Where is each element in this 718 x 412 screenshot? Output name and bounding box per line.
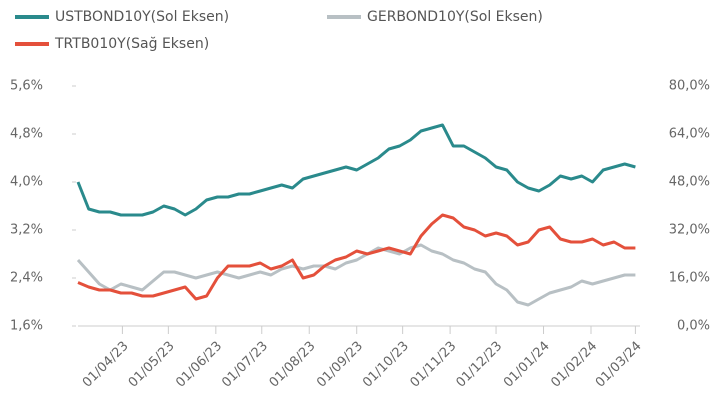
- x-tick-label: 01/08/23: [267, 339, 319, 391]
- legend-label: USTBOND10Y(Sol Eksen): [55, 9, 229, 25]
- legend-label: GERBOND10Y(Sol Eksen): [367, 9, 543, 25]
- x-tick-label: 01/05/23: [126, 339, 178, 391]
- y2-tick-label: 48,0%: [669, 175, 710, 190]
- x-tick-label: 01/07/23: [219, 339, 271, 391]
- legend-label: TRTB010Y(Sağ Eksen): [54, 36, 209, 52]
- y-tick-label: 4,0%: [10, 175, 43, 190]
- x-tick-label: 01/12/23: [453, 339, 505, 391]
- y2-tick-label: 64,0%: [669, 127, 710, 142]
- series-line: [77, 213, 636, 301]
- x-tick-label: 01/09/23: [314, 339, 366, 391]
- y2-tick-label: 0,0%: [677, 319, 710, 334]
- y2-tick-label: 16,0%: [669, 271, 710, 286]
- y-tick-label: 1,6%: [10, 319, 43, 334]
- x-tick-label: 01/04/23: [80, 339, 132, 391]
- y-tick-label: 2,4%: [10, 271, 43, 286]
- y2-tick-label: 80,0%: [669, 79, 710, 94]
- x-tick-label: 01/02/24: [548, 339, 600, 391]
- x-tick-label: 01/01/24: [501, 339, 553, 391]
- x-tick-label: 01/03/24: [593, 339, 645, 391]
- x-tick-label: 01/06/23: [173, 339, 225, 391]
- series-line: [76, 243, 636, 307]
- x-tick-label: 01/11/23: [408, 339, 460, 391]
- y-tick-label: 3,2%: [10, 223, 43, 238]
- x-tick-label: 01/10/23: [360, 339, 412, 391]
- y-tick-label: 4,8%: [10, 127, 43, 142]
- series-line: [76, 123, 636, 217]
- y2-tick-label: 32,0%: [669, 223, 710, 238]
- y-tick-label: 5,6%: [10, 79, 43, 94]
